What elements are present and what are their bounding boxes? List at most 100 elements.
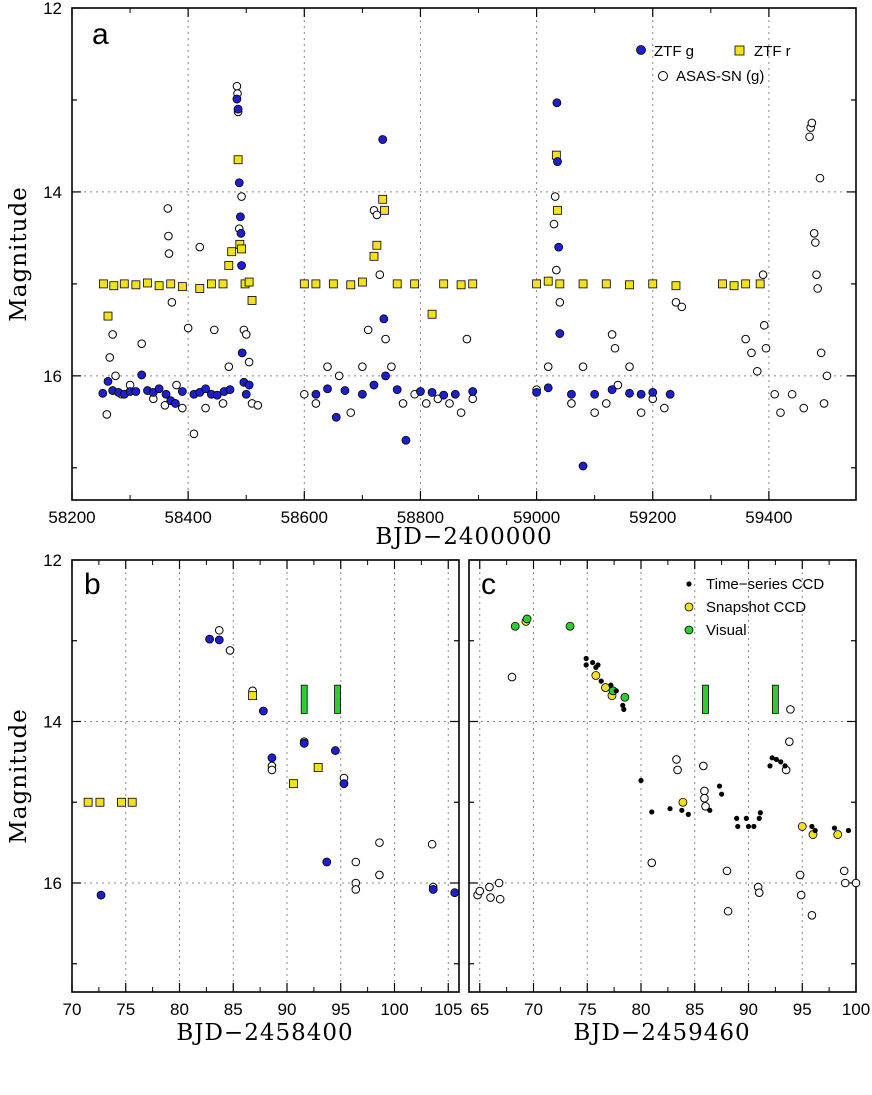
time-series-ccd-point <box>831 825 838 831</box>
x-tick-label: 59400 <box>745 508 792 527</box>
ztf-g-point <box>340 386 350 395</box>
asas-sn-g-point <box>214 625 224 635</box>
ztf-r-point <box>233 155 243 165</box>
ztf-g-point <box>212 390 222 400</box>
ztf-r-point <box>311 279 321 289</box>
asas-sn-g-point <box>427 839 437 849</box>
ztf-g-point <box>244 380 254 390</box>
asas-sn-g-point <box>699 761 708 771</box>
time-series-ccd-point <box>743 815 749 821</box>
ztf-g-point <box>625 388 634 398</box>
ztf-r-point <box>247 296 257 305</box>
panel-c: 65 70 75 80 85 90 95 100 <box>469 559 870 1019</box>
ztf-g-point <box>154 384 164 394</box>
asas-sn-g-point <box>550 192 560 201</box>
visual-point <box>510 621 520 631</box>
ztf-r-point <box>224 261 234 270</box>
ztf-r-point <box>103 311 113 321</box>
ztf-g-point <box>428 885 438 894</box>
asas-sn-g-point <box>543 362 553 371</box>
time-series-ccd-point <box>751 823 757 830</box>
asas-sn-g-point <box>241 330 251 339</box>
ztf-r-point <box>218 279 228 289</box>
asas-sn-g-point <box>555 297 565 307</box>
ztf-g-point <box>258 706 268 716</box>
snapshot-ccd-point <box>678 797 688 807</box>
x-tick-label: 90 <box>278 1000 297 1019</box>
asas-sn-g-point <box>375 870 384 880</box>
asas-sn-g-point <box>358 362 367 371</box>
asas-sn-g-point <box>723 906 733 916</box>
ztf-g-point <box>237 348 247 358</box>
ztf-g-point <box>379 314 389 324</box>
time-series-ccd-point <box>734 815 740 821</box>
x-tick-label: 80 <box>170 1000 189 1019</box>
ztf-r-point <box>237 244 246 254</box>
asas-sn-g-point <box>244 357 254 367</box>
ztf-g-point <box>339 779 349 789</box>
asas-sn-g-point <box>567 399 576 408</box>
asas-sn-g-point <box>741 334 750 344</box>
ztf-r-point <box>439 279 449 289</box>
legend-ztf-g-marker <box>636 45 646 55</box>
visual-point <box>565 621 575 631</box>
x-tick-label: 75 <box>116 1000 135 1019</box>
time-series-ccd-point <box>620 702 626 708</box>
time-series-ccd-point <box>812 827 818 834</box>
visual-point <box>620 692 630 702</box>
legend-asassn-label: ASAS-SN (g) <box>676 68 764 85</box>
asas-sn-g-point <box>795 870 805 880</box>
ztf-g-point <box>648 388 658 397</box>
ztf-r-point <box>532 279 541 289</box>
asas-sn-g-point <box>578 362 588 371</box>
x-tick-label: 80 <box>632 1000 651 1019</box>
asas-sn-g-point <box>785 737 794 746</box>
event-marker <box>702 684 709 714</box>
asas-sn-g-point <box>549 219 559 229</box>
time-series-ccd-point <box>621 706 627 712</box>
ztf-g-point <box>468 387 478 396</box>
asas-sn-g-point <box>625 362 634 371</box>
asas-sn-g-point <box>799 403 809 413</box>
ztf-g-point <box>553 157 562 166</box>
y-tick-label: 16 <box>43 367 62 386</box>
asas-sn-g-point <box>267 765 277 775</box>
asas-sn-g-point <box>253 400 263 410</box>
asas-sn-g-point <box>351 885 361 894</box>
asas-sn-g-point <box>701 801 710 811</box>
asas-sn-g-point <box>811 238 820 247</box>
time-series-ccd-point <box>649 809 655 815</box>
x-tick-label: 59000 <box>513 508 560 527</box>
time-series-ccd-point <box>735 823 741 830</box>
ztf-r-point <box>299 279 309 289</box>
asas-sn-g-point <box>421 399 431 408</box>
ztf-g-point <box>299 738 309 748</box>
asas-sn-g-point <box>468 394 478 404</box>
ztf-r-point <box>380 205 389 215</box>
event-marker <box>300 684 308 714</box>
panel-b-frame <box>71 559 460 993</box>
ztf-g-point <box>205 634 215 644</box>
ztf-g-point <box>131 387 141 396</box>
ztf-r-point <box>195 284 205 293</box>
x-tick-label: 65 <box>470 1000 489 1019</box>
y-tick-label: 16 <box>43 874 62 893</box>
time-series-ccd-point <box>782 763 788 769</box>
ztf-g-point <box>237 261 246 270</box>
ztf-g-point <box>322 857 332 867</box>
asas-sn-g-point <box>671 297 681 307</box>
ztf-g-point <box>636 389 646 399</box>
asas-sn-g-point <box>209 325 219 335</box>
asas-sn-g-point <box>851 878 861 888</box>
asas-sn-g-point <box>475 886 485 896</box>
legend-ztf-r-label: ZTF r <box>754 43 791 60</box>
time-series-ccd-point <box>756 815 762 821</box>
legend-snapshot-marker <box>684 602 694 612</box>
x-tick-label: 70 <box>524 1000 543 1019</box>
panel-c-frame <box>468 559 857 993</box>
time-series-ccd-point <box>707 807 713 813</box>
ztf-g-point <box>232 94 242 104</box>
asas-sn-g-point <box>201 403 210 413</box>
asas-sn-g-point <box>700 786 709 796</box>
